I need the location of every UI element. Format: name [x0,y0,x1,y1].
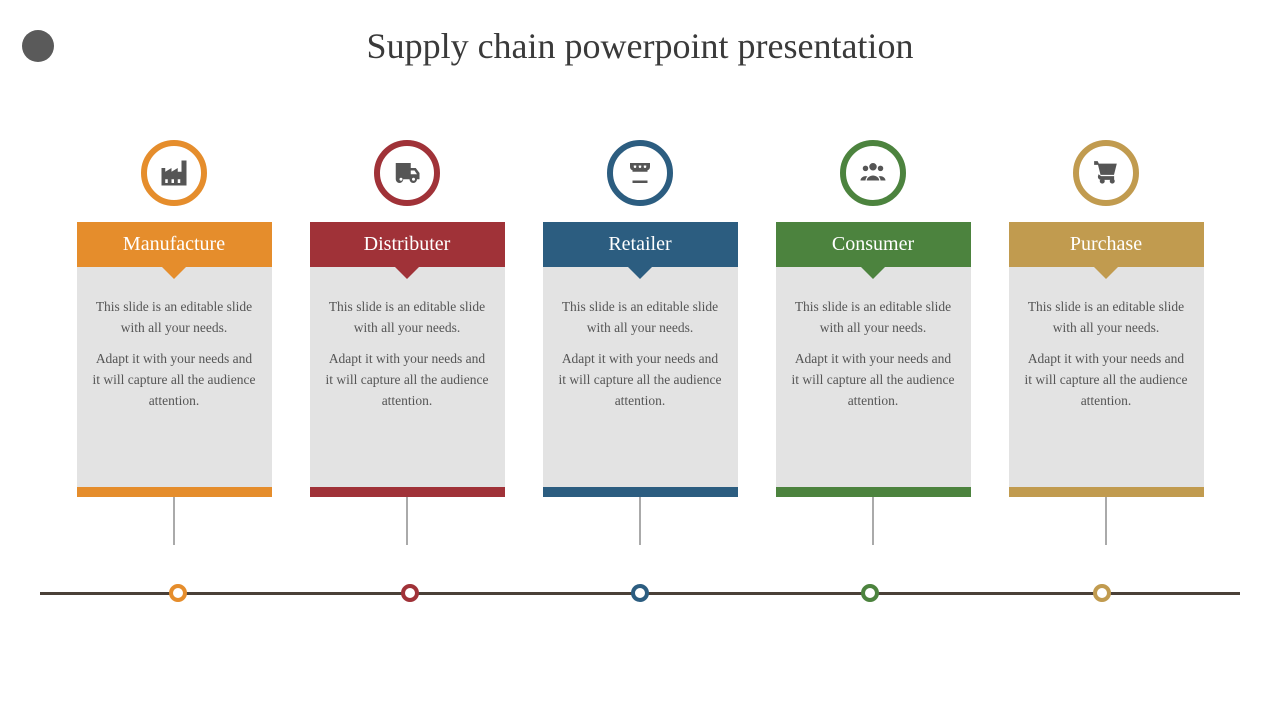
factory-icon [141,140,207,206]
timeline-dot-3 [861,584,879,602]
stage-footer [77,487,272,497]
stage-text-2: Adapt it with your needs and it will cap… [91,349,258,412]
stage-header: Consumer [776,222,971,267]
stage-text-1: This slide is an editable slide with all… [1023,297,1190,339]
timeline-dot-0 [169,584,187,602]
truck-icon [374,140,440,206]
connector-line [173,497,175,545]
people-icon [840,140,906,206]
stage-footer [310,487,505,497]
stage-purchase: Purchase This slide is an editable slide… [1009,140,1204,545]
cart-icon [1073,140,1139,206]
stage-header: Manufacture [77,222,272,267]
timeline-bar [40,592,1240,595]
stage-footer [1009,487,1204,497]
stage-text-1: This slide is an editable slide with all… [324,297,491,339]
connector-line [1105,497,1107,545]
stage-text-2: Adapt it with your needs and it will cap… [324,349,491,412]
stage-manufacture: Manufacture This slide is an editable sl… [77,140,272,545]
stage-header: Purchase [1009,222,1204,267]
timeline-dot-2 [631,584,649,602]
stage-footer [776,487,971,497]
connector-line [639,497,641,545]
connector-line [406,497,408,545]
stage-text-1: This slide is an editable slide with all… [557,297,724,339]
stage-body: This slide is an editable slide with all… [776,267,971,487]
connector-line [872,497,874,545]
stage-body: This slide is an editable slide with all… [310,267,505,487]
stages-row: Manufacture This slide is an editable sl… [0,140,1280,545]
stage-header: Distributer [310,222,505,267]
stage-text-2: Adapt it with your needs and it will cap… [557,349,724,412]
stage-body: This slide is an editable slide with all… [1009,267,1204,487]
stage-consumer: Consumer This slide is an editable slide… [776,140,971,545]
stage-text-2: Adapt it with your needs and it will cap… [1023,349,1190,412]
shop-icon [607,140,673,206]
stage-body: This slide is an editable slide with all… [77,267,272,487]
timeline-dot-1 [401,584,419,602]
stage-distributer: Distributer This slide is an editable sl… [310,140,505,545]
slide-title: Supply chain powerpoint presentation [0,25,1280,67]
stage-footer [543,487,738,497]
stage-body: This slide is an editable slide with all… [543,267,738,487]
stage-header: Retailer [543,222,738,267]
stage-text-1: This slide is an editable slide with all… [91,297,258,339]
stage-retailer: Retailer This slide is an editable slide… [543,140,738,545]
stage-text-1: This slide is an editable slide with all… [790,297,957,339]
timeline-dot-4 [1093,584,1111,602]
stage-text-2: Adapt it with your needs and it will cap… [790,349,957,412]
